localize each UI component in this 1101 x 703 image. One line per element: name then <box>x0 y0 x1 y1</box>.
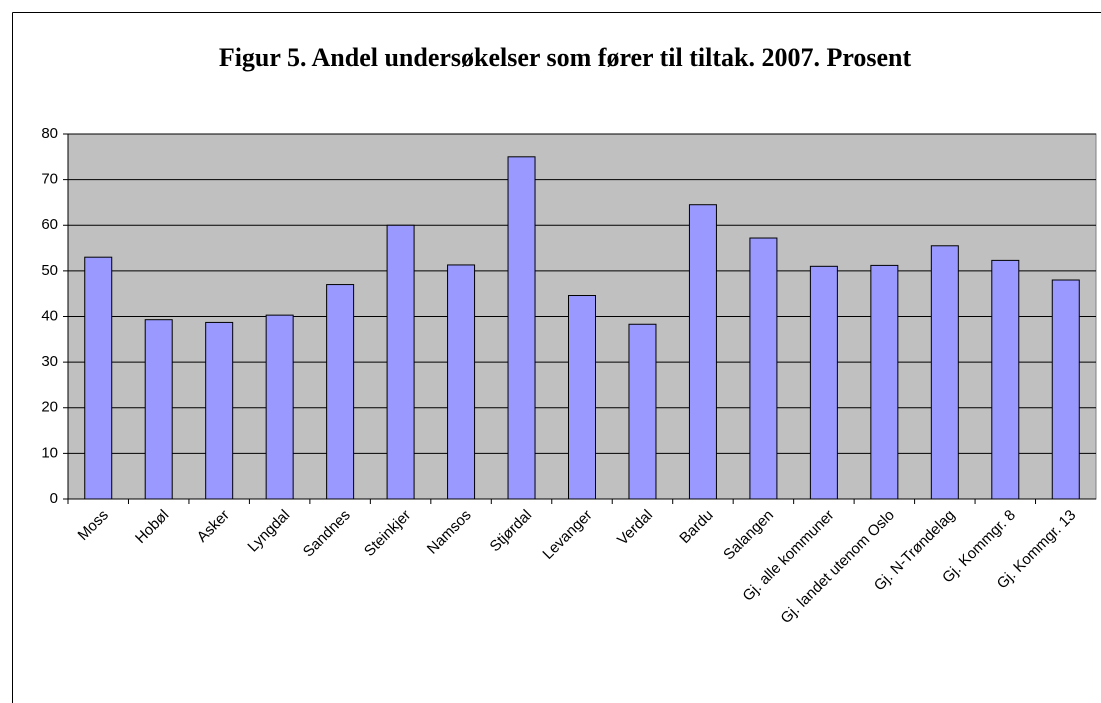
x-tick-label: Steinkjer <box>361 507 414 560</box>
bar <box>870 264 899 500</box>
x-tick-label: Verdal <box>614 507 656 549</box>
x-tick-label: Bardu <box>676 507 716 547</box>
y-tick-label: 50 <box>41 262 58 279</box>
y-tick-label: 30 <box>41 353 58 370</box>
x-tick-label: Sandnes <box>300 507 354 561</box>
bar <box>386 224 415 500</box>
bar <box>84 256 113 500</box>
y-tick-label: 70 <box>41 171 58 188</box>
bar <box>809 265 838 500</box>
bar <box>991 259 1020 500</box>
x-tick-label: Namsos <box>424 507 475 558</box>
bar <box>930 245 959 500</box>
x-tick-label: Asker <box>194 507 233 546</box>
x-tick-label: Moss <box>75 507 112 544</box>
y-tick-label: 80 <box>41 125 58 142</box>
y-tick-label: 40 <box>41 307 58 324</box>
x-tick-label: Hobøl <box>132 507 172 547</box>
y-tick-label: 10 <box>41 444 58 461</box>
x-tick-label: Gj. landet utenom Oslo <box>777 507 898 628</box>
bar <box>326 284 355 500</box>
bar <box>749 237 778 500</box>
bar <box>507 156 536 500</box>
x-tick-label: Stjørdal <box>487 507 536 556</box>
chart-title: Figur 5. Andel undersøkelser som fører t… <box>219 43 912 72</box>
x-tick-label: Salangen <box>720 507 777 564</box>
bar <box>205 321 234 500</box>
bar <box>1051 279 1080 500</box>
bar <box>447 264 476 500</box>
bar <box>628 323 657 500</box>
bar <box>688 204 717 500</box>
y-tick-label: 20 <box>41 399 58 416</box>
bar <box>265 314 294 500</box>
x-tick-label: Levanger <box>539 507 595 563</box>
x-tick-label: Lyngdal <box>244 507 293 556</box>
bar <box>568 295 596 500</box>
y-tick-label: 60 <box>41 216 58 233</box>
y-tick-label: 0 <box>50 490 58 507</box>
bar <box>144 319 173 500</box>
